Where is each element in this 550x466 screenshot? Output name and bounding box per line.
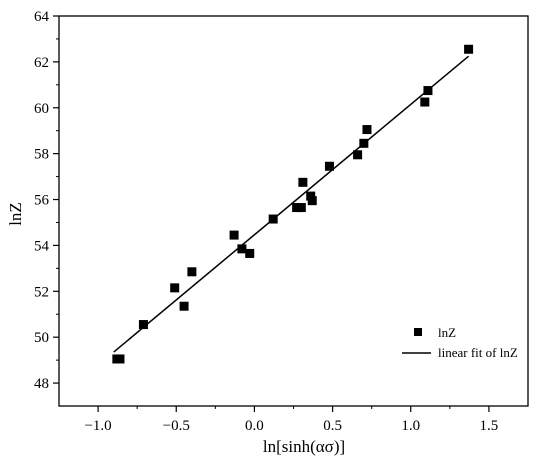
data-point	[138, 320, 148, 330]
data-point	[359, 138, 369, 148]
x-tick-label: 1.5	[480, 418, 499, 434]
legend: lnZ linear fit of lnZ	[402, 325, 518, 360]
data-point	[420, 97, 430, 107]
x-tick-label: 1.0	[401, 418, 420, 434]
data-point	[306, 191, 316, 201]
data-point	[353, 150, 363, 160]
x-tick-label: 0.0	[245, 418, 264, 434]
data-point	[245, 248, 255, 258]
y-tick-label: 54	[34, 238, 50, 254]
data-point	[324, 161, 334, 171]
legend-label-lnz: lnZ	[438, 325, 456, 340]
data-point	[179, 301, 189, 311]
data-point	[237, 244, 247, 254]
data-point	[298, 177, 308, 187]
data-point	[170, 283, 180, 293]
x-axis-ticks: −1.0 −0.5 0.0 0.5 1.0 1.5	[84, 406, 498, 434]
data-point	[362, 125, 372, 135]
y-tick-label: 48	[34, 376, 49, 392]
linear-fit-line	[113, 55, 470, 353]
data-point	[187, 267, 197, 277]
y-axis-label: lnZ	[6, 202, 25, 226]
legend-marker-lnz	[414, 328, 422, 336]
data-point	[268, 214, 278, 224]
y-tick-label: 58	[34, 147, 49, 163]
x-tick-label: 0.5	[323, 418, 342, 434]
data-point	[307, 196, 317, 206]
data-point	[464, 44, 474, 54]
x-tick-label: −0.5	[163, 418, 190, 434]
data-point	[292, 203, 302, 213]
y-tick-label: 62	[34, 55, 49, 71]
y-tick-label: 64	[34, 9, 50, 25]
data-point	[115, 354, 125, 364]
y-axis-ticks: 48 50 52 54 56 58 60 62 64	[34, 9, 59, 392]
fit-line-layer	[113, 55, 470, 353]
legend-label-linear-fit: linear fit of lnZ	[438, 345, 518, 360]
scatter-points-layer	[112, 44, 474, 364]
data-point	[423, 86, 433, 96]
data-point	[229, 230, 239, 240]
y-tick-label: 56	[34, 193, 50, 209]
x-axis-label: ln[sinh(ασ)]	[263, 437, 345, 456]
y-tick-label: 52	[34, 284, 49, 300]
x-tick-label: −1.0	[84, 418, 111, 434]
data-point	[296, 203, 306, 213]
y-tick-label: 60	[34, 101, 49, 117]
y-tick-label: 50	[34, 330, 49, 346]
